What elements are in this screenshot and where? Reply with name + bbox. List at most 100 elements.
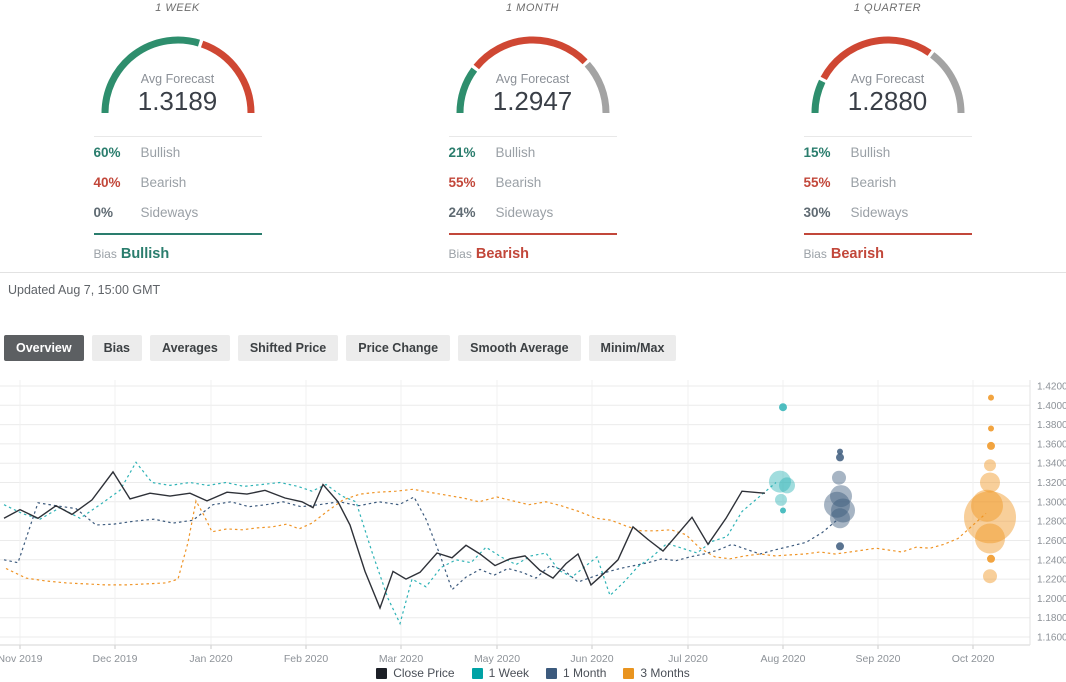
stat-row-sideways: 0% Sideways xyxy=(94,197,262,227)
sideways-label: Sideways xyxy=(850,204,909,220)
y-axis-label: 1.2600 xyxy=(1037,536,1066,547)
y-axis-label: 1.3600 xyxy=(1037,439,1066,450)
gauge-arc xyxy=(810,36,964,114)
y-axis-label: 1.4200 xyxy=(1037,382,1066,393)
stats-block: 60% Bullish 40% Bearish 0% Sideways xyxy=(93,136,262,227)
updated-timestamp: Updated Aug 7, 15:00 GMT xyxy=(8,283,161,297)
forecast-bubble-1-week xyxy=(769,470,791,493)
bullish-label: Bullish xyxy=(140,144,181,160)
forecast-bubble-1-month xyxy=(830,485,852,508)
forecast-chart[interactable]: 1.4200 1.4000 1.3800 1.3600 1.3400 1.3200 1.30… xyxy=(0,375,1066,667)
sideways-label: Sideways xyxy=(140,204,199,220)
forecast-bubble-1-month xyxy=(837,448,843,455)
y-axis-label: 1.1600 xyxy=(1037,633,1066,644)
panel-title: 1 WEEK xyxy=(155,2,200,14)
forecast-bubble-1-month xyxy=(836,453,844,462)
panel-title: 1 MONTH xyxy=(506,2,559,14)
one-month-swatch-icon xyxy=(546,667,558,679)
legend-close-price[interactable]: Close Price xyxy=(376,666,455,680)
bias-label: Bias xyxy=(803,247,827,261)
tab-minim-max[interactable]: Minim/Max xyxy=(588,335,677,361)
panel-1-quarter: 1 QUARTER Avg Forecast 1.2880 15% Bullis… xyxy=(710,0,1065,272)
bias-value: Bullish xyxy=(120,246,170,262)
stats-block: 15% Bullish 55% Bearish 30% Sideways xyxy=(803,136,972,227)
y-axis-label: 1.3000 xyxy=(1037,497,1066,508)
forecast-bubble-3-months xyxy=(984,459,996,472)
stat-row-sideways: 24% Sideways xyxy=(449,197,617,227)
bias-underline xyxy=(93,233,262,235)
x-axis-label: Aug 2020 xyxy=(761,653,806,665)
bullish-pct: 15% xyxy=(803,144,831,160)
sideways-pct: 30% xyxy=(803,204,831,220)
series-1-month xyxy=(3,496,839,591)
series-1-week xyxy=(3,461,777,626)
x-axis-label: Mar 2020 xyxy=(379,653,424,665)
bearish-label: Bearish xyxy=(850,174,897,190)
close-price-swatch-icon xyxy=(376,667,388,679)
panel-1-month: 1 MONTH Avg Forecast 1.2947 21% Bullish … xyxy=(355,0,710,272)
legend-label: Close Price xyxy=(393,666,455,680)
gauge-arc xyxy=(456,36,609,114)
sideways-pct: 24% xyxy=(448,204,476,220)
stat-row-bullish: 60% Bullish xyxy=(94,137,262,167)
gauge-1-quarter: Avg Forecast 1.2880 xyxy=(793,20,983,120)
x-axis-label: May 2020 xyxy=(474,653,520,665)
tab-averages[interactable]: Averages xyxy=(150,335,230,361)
forecast-bubble-1-month xyxy=(832,470,846,485)
legend-1-month[interactable]: 1 Month xyxy=(546,666,606,680)
avg-forecast-label: Avg Forecast xyxy=(850,72,925,86)
bias-value: Bearish xyxy=(830,246,885,262)
forecast-bubble-1-week xyxy=(779,477,795,494)
forecast-bubble-1-week xyxy=(775,493,787,506)
tab-shifted-price[interactable]: Shifted Price xyxy=(237,335,339,361)
forecast-bubble-1-week xyxy=(779,403,787,412)
bias-label: Bias xyxy=(448,247,472,261)
legend-label: 3 Months xyxy=(640,666,690,680)
forecast-bubble-3-months xyxy=(988,425,994,432)
sideways-label: Sideways xyxy=(495,204,554,220)
bullish-label: Bullish xyxy=(495,144,536,160)
sideways-pct: 0% xyxy=(93,204,114,220)
y-axis-label: 1.2200 xyxy=(1037,575,1066,586)
x-axis-label: Feb 2020 xyxy=(284,653,329,665)
bearish-pct: 55% xyxy=(448,174,476,190)
tab-overview[interactable]: Overview xyxy=(4,335,84,361)
panel-1-week: 1 WEEK Avg Forecast 1.3189 60% Bullish 4… xyxy=(0,0,355,272)
bearish-pct: 55% xyxy=(803,174,831,190)
bearish-label: Bearish xyxy=(495,174,542,190)
stat-row-bullish: 15% Bullish xyxy=(804,137,972,167)
tab-smooth-average[interactable]: Smooth Average xyxy=(458,335,581,361)
x-axis-label: Nov 2019 xyxy=(0,653,43,665)
forecast-bubble-1-week xyxy=(780,507,786,514)
bias-row: Bias Bearish xyxy=(449,246,617,262)
avg-forecast-value: 1.3189 xyxy=(137,86,218,116)
forecast-bubble-3-months xyxy=(987,441,995,450)
series-3-months xyxy=(5,488,987,586)
bearish-pct: 40% xyxy=(93,174,121,190)
forecast-bubble-1-month xyxy=(831,498,855,523)
legend-label: 1 Month xyxy=(563,666,607,680)
chart-legend: Close Price 1 Week 1 Month 3 Months xyxy=(0,666,1066,680)
bias-row: Bias Bullish xyxy=(94,246,262,262)
gauge-arc xyxy=(101,36,254,114)
legend-3-months[interactable]: 3 Months xyxy=(623,666,690,680)
bias-label: Bias xyxy=(93,247,117,261)
y-axis-label: 1.2000 xyxy=(1037,594,1066,605)
stat-row-bearish: 55% Bearish xyxy=(804,167,972,197)
forecast-bubble-3-months xyxy=(980,472,1000,493)
y-axis-label: 1.3200 xyxy=(1037,478,1066,489)
divider xyxy=(0,272,1066,273)
tab-bias[interactable]: Bias xyxy=(91,335,142,361)
y-axis-label: 1.2800 xyxy=(1037,517,1066,528)
bias-underline xyxy=(803,233,972,235)
y-axis-label: 1.1800 xyxy=(1037,613,1066,624)
forecast-panels: 1 WEEK Avg Forecast 1.3189 60% Bullish 4… xyxy=(0,0,1066,272)
avg-forecast-label: Avg Forecast xyxy=(495,72,570,86)
forecast-bubble-3-months xyxy=(964,491,1016,544)
x-axis-label: Jun 2020 xyxy=(570,653,613,665)
series-close-price xyxy=(3,470,766,610)
bullish-pct: 60% xyxy=(93,144,121,160)
legend-1-week[interactable]: 1 Week xyxy=(471,666,529,680)
tab-price-change[interactable]: Price Change xyxy=(346,335,451,361)
